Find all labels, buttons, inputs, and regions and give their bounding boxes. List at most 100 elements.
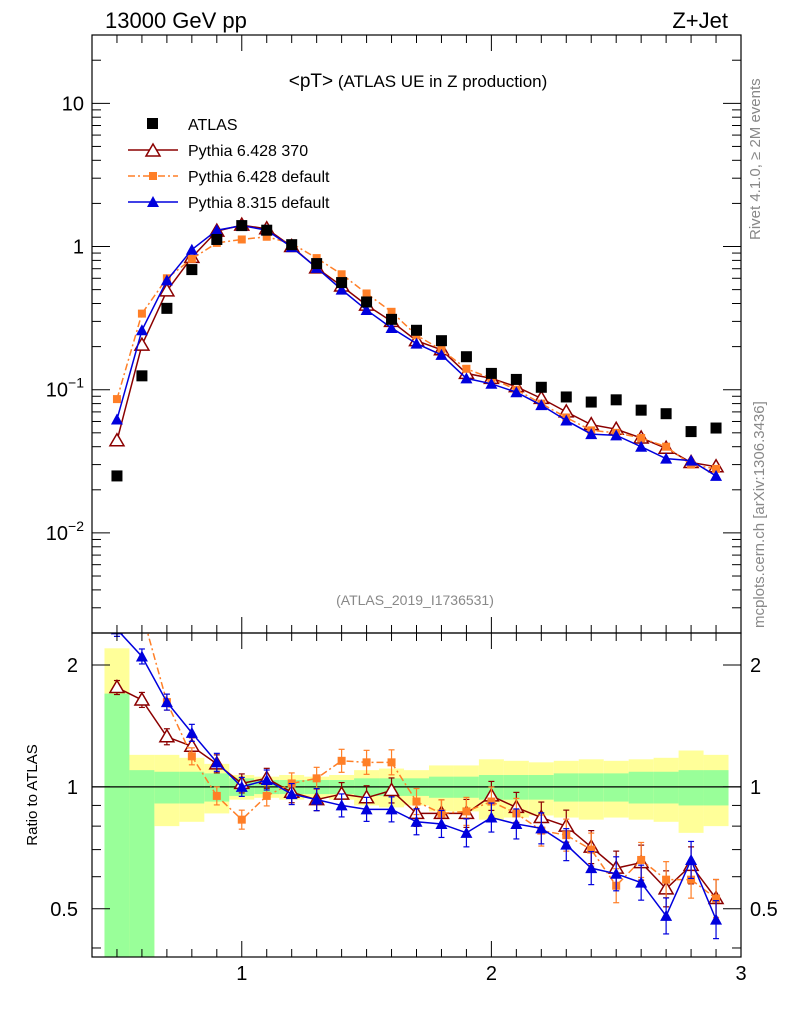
main-point-atlas — [560, 391, 572, 403]
ratio-point-pythia8_default — [310, 793, 323, 805]
ratio-point-pythia6_default — [687, 875, 696, 884]
main-y-tick-exponent: −2 — [68, 518, 84, 534]
main-point-pythia8_default — [135, 324, 148, 336]
rivet-label: Rivet 4.1.0, ≥ 2M events — [747, 78, 764, 240]
x-tick-label: 3 — [735, 963, 746, 985]
main-title-text: (ATLAS UE in Z production) — [333, 72, 547, 91]
ratio-point-pythia6_default — [662, 875, 671, 884]
mcplots-label: mcplots.cern.ch [arXiv:1306.3436] — [751, 401, 768, 628]
main-point-atlas — [311, 258, 323, 270]
ratio-point-pythia8_default — [335, 799, 348, 811]
analysis-id: (ATLAS_2019_I1736531) — [336, 592, 494, 608]
ratio-point-pythia6_default — [387, 758, 396, 767]
ratio-point-pythia6_default — [362, 758, 371, 767]
legend-label-pythia6-370: Pythia 6.428 370 — [188, 143, 308, 160]
main-y-tick-label: 10−2 — [46, 518, 84, 545]
main-point-atlas — [361, 296, 373, 308]
ratio-y-tick-label-right: 1 — [750, 777, 761, 799]
legend-marker-pythia6-370 — [144, 142, 162, 157]
x-tick-label: 1 — [236, 963, 247, 985]
ratio-point-pythia8_default — [710, 913, 723, 925]
x-tick-label: 2 — [486, 963, 497, 985]
ratio-point-pythia8_default — [485, 811, 498, 823]
ratio-y-tick-label-right: 0.5 — [750, 899, 778, 921]
main-point-pythia6_default — [262, 232, 271, 241]
ratio-point-pythia6_default — [237, 815, 246, 824]
main-point-pythia6_default — [637, 434, 646, 443]
ratio-series-pythia8_default — [110, 633, 723, 940]
band-inner — [129, 770, 155, 957]
ratio-point-pythia8_default — [435, 817, 448, 829]
main-point-pythia8_default — [635, 440, 648, 452]
main-point-pythia8_default — [160, 274, 173, 286]
main-point-atlas — [261, 224, 273, 236]
band-inner — [104, 693, 130, 957]
ratio-plot-content — [92, 568, 741, 957]
legend-marker-atlas — [147, 118, 158, 129]
main-point-atlas — [510, 373, 522, 385]
main-y-tick-base: 10 — [62, 93, 84, 115]
ratio-point-pythia8_default — [660, 909, 673, 921]
main-point-pythia6_default — [187, 254, 196, 263]
main-y-tick-base: 10 — [46, 380, 68, 402]
band-inner — [703, 770, 729, 806]
ratio-point-pythia8_default — [685, 853, 698, 865]
ratio-y-tick-label-left: 1 — [67, 777, 78, 799]
main-series-pythia8_default — [110, 219, 723, 481]
main-point-pythia8_default — [560, 414, 573, 426]
main-point-atlas — [211, 233, 223, 245]
ratio-point-pythia6_default — [187, 752, 196, 761]
legend: ATLAS Pythia 6.428 370 Pythia 6.428 defa… — [128, 117, 330, 212]
main-point-atlas — [236, 220, 248, 232]
ratio-point-pythia6_default — [113, 568, 121, 576]
ratio-point-pythia6_370 — [158, 728, 176, 743]
ratio-point-pythia6_default — [637, 855, 646, 864]
main-plot-content — [108, 216, 725, 482]
ratio-point-pythia8_default — [160, 696, 173, 708]
main-point-atlas — [585, 396, 597, 408]
ratio-point-pythia6_default — [587, 845, 596, 854]
main-point-pythia8_default — [460, 372, 473, 384]
ratio-point-pythia8_default — [285, 788, 298, 800]
ratio-point-pythia8_default — [460, 826, 473, 838]
main-point-pythia8_default — [510, 386, 523, 398]
main-point-atlas — [535, 381, 547, 393]
main-point-pythia6_370 — [158, 282, 176, 297]
ratio-point-pythia6_default — [262, 791, 271, 800]
ratio-point-pythia8_default — [235, 780, 248, 792]
ratio-ylabel: Ratio to ATLAS — [24, 744, 41, 845]
main-point-atlas — [186, 264, 198, 276]
main-y-tick-exponent: −1 — [68, 375, 84, 391]
main-point-atlas — [111, 470, 123, 482]
ratio-point-pythia8_default — [585, 862, 598, 874]
main-point-pythia8_default — [185, 243, 198, 255]
main-point-pythia6_370 — [108, 432, 126, 447]
main-point-pythia8_default — [485, 377, 498, 389]
ratio-point-pythia6_default — [337, 756, 346, 765]
ratio-point-pythia8_default — [385, 803, 398, 815]
main-y-tick-base: 1 — [73, 237, 84, 259]
main-point-atlas — [435, 335, 447, 347]
main-series-pythia6_default — [112, 232, 721, 473]
main-point-atlas — [485, 367, 497, 379]
ratio-point-pythia6_370 — [108, 679, 126, 694]
main-point-pythia6_default — [462, 364, 471, 373]
main-point-atlas — [336, 277, 348, 289]
main-point-atlas — [710, 422, 722, 434]
main-point-pythia6_default — [112, 395, 121, 404]
band-inner — [678, 770, 704, 806]
main-point-atlas — [286, 239, 298, 251]
main-point-pythia8_default — [660, 452, 673, 464]
main-point-pythia6_default — [362, 289, 371, 298]
main-point-pythia8_default — [410, 337, 423, 349]
main-point-pythia8_default — [360, 304, 373, 316]
ratio-point-pythia8_default — [260, 774, 273, 786]
band-inner — [179, 771, 205, 804]
ratio-point-pythia8_default — [560, 838, 573, 850]
main-title: <pT> (ATLAS UE in Z production) — [289, 71, 548, 92]
main-point-atlas — [161, 302, 173, 314]
ratio-y-tick-label-left: 0.5 — [50, 899, 78, 921]
main-point-pythia8_default — [435, 348, 448, 360]
main-point-pythia8_default — [585, 428, 598, 440]
ratio-point-pythia8_default — [510, 817, 523, 829]
